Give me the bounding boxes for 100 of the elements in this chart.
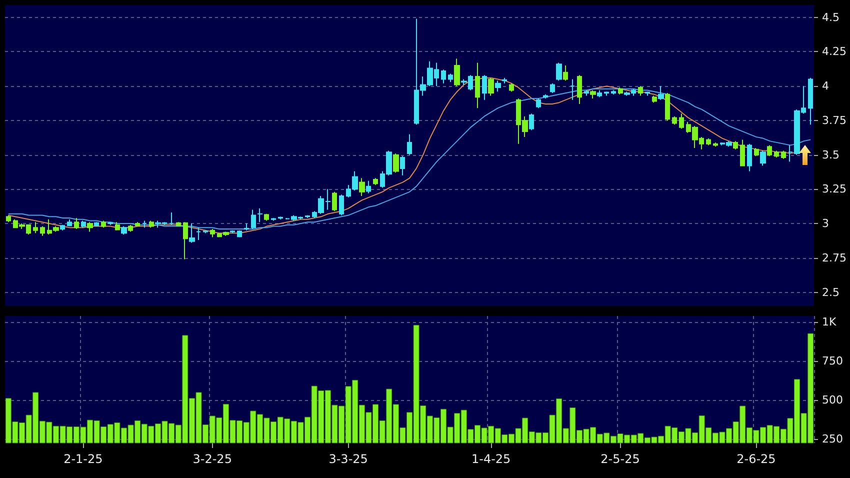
candlestick: [94, 222, 99, 227]
candlestick: [278, 216, 283, 220]
candlestick: [590, 90, 596, 99]
candlestick: [760, 150, 766, 166]
candlestick: [237, 230, 242, 238]
candlestick: [81, 220, 86, 228]
candlestick: [713, 142, 718, 148]
candlestick: [529, 113, 534, 131]
x-tick-label: 2-5-25: [600, 452, 640, 466]
y-tick-label: 4.5: [822, 10, 840, 24]
candlestick: [495, 80, 501, 92]
candlestick: [271, 218, 276, 222]
candlestick: [488, 77, 494, 96]
candlestick: [672, 116, 677, 126]
candlestick: [448, 73, 453, 82]
candlestick: [652, 95, 657, 104]
candlestick: [536, 98, 541, 109]
candlestick: [502, 77, 507, 84]
candlestick: [121, 226, 127, 236]
candlestick: [142, 220, 147, 228]
candlestick: [563, 64, 568, 82]
x-tick-label: 3-2-25: [192, 452, 232, 466]
y-tick-label: 4.25: [822, 45, 846, 58]
candlestick: [475, 62, 480, 109]
candlestick: [665, 92, 670, 121]
x-tick-label: 1-4-25: [471, 452, 511, 466]
candlestick: [550, 82, 555, 94]
candlestick: [332, 191, 337, 212]
candlestick: [658, 86, 664, 100]
candlestick: [740, 139, 745, 166]
candlestick: [359, 178, 365, 197]
candlestick: [645, 91, 650, 96]
candlestick: [706, 138, 711, 146]
candlestick: [733, 140, 738, 150]
candlestick: [189, 223, 195, 244]
candlestick: [570, 78, 575, 100]
y-tick-label: 3: [822, 217, 829, 230]
candlestick: [251, 209, 256, 230]
y-tick-label: 3.75: [822, 114, 846, 127]
y-tick-label: 1K: [822, 316, 837, 329]
candlestick: [176, 222, 181, 227]
y-tick-label: 750: [822, 354, 843, 368]
candlestick: [366, 180, 371, 194]
y-tick-label: 3.25: [822, 182, 846, 196]
candlestick: [33, 222, 38, 234]
candlestick: [183, 222, 188, 260]
candlestick: [482, 74, 487, 100]
y-tick-label: 4: [822, 80, 829, 93]
candlestick: [611, 90, 616, 95]
candlestick: [264, 213, 269, 222]
x-tick-label: 3-3-25: [328, 452, 368, 466]
candlestick: [597, 90, 602, 98]
candlestick: [577, 74, 582, 104]
candlestick: [679, 113, 684, 130]
candlestick: [128, 224, 133, 232]
candlestick: [203, 230, 208, 234]
candlestick: [257, 208, 263, 223]
candlestick: [169, 212, 174, 226]
candlestick: [101, 220, 106, 228]
candlestick: [115, 222, 120, 231]
candlestick: [108, 222, 113, 226]
candlestick: [40, 226, 45, 236]
candlestick: [339, 194, 344, 216]
candlestick: [87, 222, 93, 232]
x-tick-label: 2-1-25: [64, 452, 103, 466]
x-tick-label: 2-6-25: [736, 452, 776, 466]
candlestick: [638, 86, 643, 96]
candlestick: [67, 218, 72, 227]
candlestick: [509, 82, 514, 92]
candlestick: [781, 150, 786, 160]
candlestick: [135, 222, 140, 227]
candlestick: [454, 58, 460, 87]
candlestick: [767, 144, 772, 157]
candlestick: [305, 214, 310, 219]
candlestick: [543, 94, 548, 99]
y-tick-label: 2.75: [822, 251, 846, 264]
candlestick: [754, 147, 759, 157]
candlestick: [373, 178, 378, 186]
candlestick: [556, 62, 562, 82]
candlestick: [584, 90, 589, 96]
candlestick: [230, 230, 235, 234]
y-tick-label: 500: [822, 394, 843, 407]
candlestick: [747, 143, 752, 172]
candlestick: [393, 152, 399, 174]
candlestick: [407, 134, 412, 156]
candlestick: [604, 91, 609, 96]
candlestick: [210, 228, 215, 238]
candlestick: [808, 77, 813, 126]
candlestick: [244, 223, 249, 231]
candlestick: [774, 150, 779, 158]
y-tick-label: 2.5: [822, 286, 840, 299]
candlestick: [196, 227, 201, 241]
candlestick: [400, 156, 405, 176]
candlestick: [74, 218, 79, 230]
candlestick: [60, 224, 65, 231]
candlestick: [6, 214, 11, 223]
y-tick-label: 3.5: [822, 148, 840, 162]
candlestick: [441, 69, 446, 84]
candlestick: [149, 220, 154, 228]
y-tick-label: 250: [822, 432, 843, 446]
